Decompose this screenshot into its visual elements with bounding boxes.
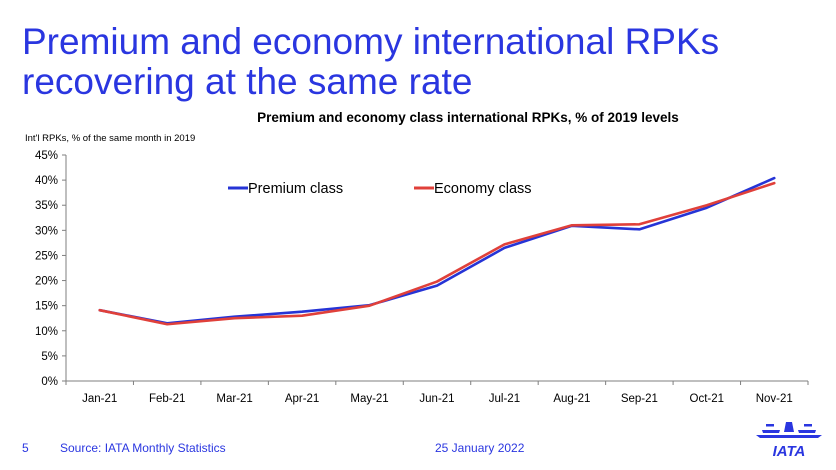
- series-line-economy: [98, 181, 776, 326]
- x-tick-label: Jul-21: [489, 393, 520, 405]
- slide-title-line2: recovering at the same rate: [22, 61, 473, 102]
- page-number: 5: [22, 441, 29, 455]
- x-tick-label: Feb-21: [149, 393, 185, 405]
- y-tick-label: 0%: [41, 376, 58, 388]
- y-tick-label: 5%: [41, 351, 58, 363]
- y-tick-label: 20%: [35, 276, 58, 288]
- y-axis-label: Int'l RPKs, % of the same month in 2019: [25, 133, 196, 144]
- x-tick-label: May-21: [350, 393, 388, 405]
- x-tick-label: Jun-21: [419, 393, 454, 405]
- y-tick-label: 30%: [35, 225, 58, 237]
- date-label: 25 January 2022: [435, 441, 525, 455]
- y-tick-label: 40%: [35, 175, 58, 187]
- y-tick-label: 45%: [35, 150, 58, 162]
- legend-label: Premium class: [248, 181, 343, 197]
- chart-title: Premium and economy class international …: [257, 110, 679, 125]
- x-tick-label: Mar-21: [216, 393, 252, 405]
- legend-label: Economy class: [434, 181, 532, 197]
- series-line-premium: [98, 176, 776, 325]
- iata-logo: IATA: [756, 422, 822, 460]
- x-tick-label: Sep-21: [621, 393, 658, 405]
- y-tick-label: 15%: [35, 301, 58, 313]
- x-tick-label: Nov-21: [756, 393, 793, 405]
- x-tick-label: Jan-21: [82, 393, 117, 405]
- logo-text: IATA: [773, 443, 806, 460]
- x-tick-label: Aug-21: [553, 393, 590, 405]
- x-tick-label: Oct-21: [690, 393, 725, 405]
- y-tick-label: 35%: [35, 200, 58, 212]
- y-tick-label: 10%: [35, 326, 58, 338]
- source-note: Source: IATA Monthly Statistics: [60, 441, 226, 455]
- x-tick-label: Apr-21: [285, 393, 320, 405]
- y-tick-label: 25%: [35, 250, 58, 262]
- slide-title: Premium and economy international RPKs r…: [22, 22, 822, 102]
- slide-title-line1: Premium and economy international RPKs: [22, 21, 720, 62]
